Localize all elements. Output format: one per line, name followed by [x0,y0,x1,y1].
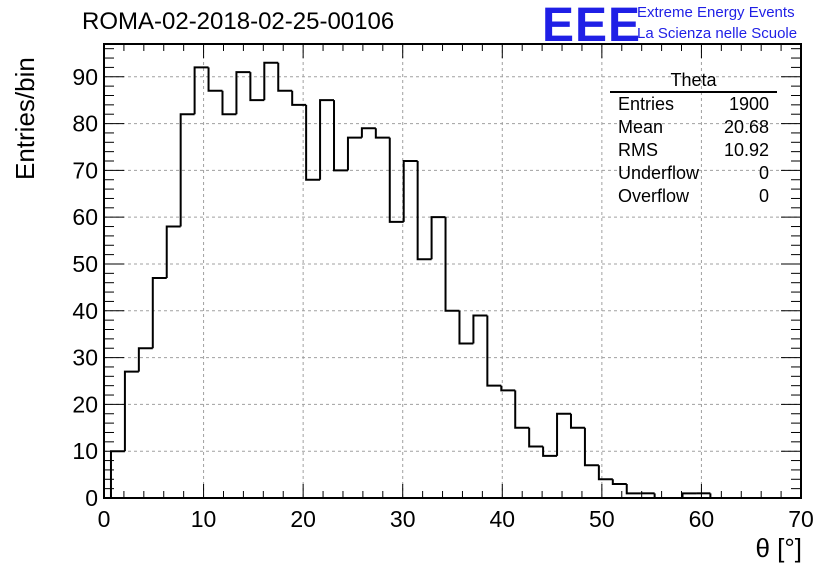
stats-label: Underflow [618,163,700,183]
stats-row: RMS 10.92 [610,139,777,162]
histogram-bin [319,99,335,180]
x-tick-label: 0 [98,506,111,532]
stats-row: Mean 20.68 [610,116,777,139]
axis-ticks [103,44,802,499]
histogram-bin [333,100,348,172]
x-tick-label: 40 [489,506,515,532]
histogram-bin [360,127,376,138]
axis-tick-labels: 0 10 20 30 40 50 60 70 0 10 20 30 40 50 60 70 80 90 [72,64,813,532]
x-tick-label: 60 [689,506,715,532]
histogram-bin [402,160,418,222]
histogram-bin [625,483,641,495]
histogram-series [109,61,725,499]
y-tick-label: 60 [72,204,98,230]
histogram-bin [458,310,474,345]
x-axis-label: θ [°] [755,533,802,563]
histogram-bin [430,216,446,260]
histogram-bin [681,492,697,498]
stats-value: 0 [758,186,769,206]
histogram-bin [514,390,530,429]
y-axis-label: Entries/bin [10,57,40,180]
y-tick-label: 40 [72,298,98,324]
histogram-bin [291,90,307,106]
stats-row: Overflow 0 [610,185,777,208]
histogram-bin [235,71,251,115]
y-tick-label: 10 [72,438,98,464]
histogram-bin [137,347,153,372]
histogram-bin [193,66,209,115]
x-tick-label: 20 [290,506,316,532]
histogram-bin [305,104,321,181]
stats-label: Overflow [618,186,690,206]
plot-frame [103,43,802,499]
histogram-bin [542,446,558,457]
stats-row: Entries 1900 [610,93,777,116]
x-tick-label: 10 [191,506,217,532]
histogram-bin [500,385,516,392]
stats-row: Underflow 0 [610,162,777,185]
chart-title: ROMA-02-2018-02-25-00106 [82,8,395,35]
histogram-bin [249,72,265,102]
logo-line-1: Extreme Energy Events [637,4,795,21]
y-tick-label: 50 [72,251,98,277]
stats-label: Mean [618,117,664,137]
y-tick-label: 30 [72,345,98,371]
y-tick-label: 90 [72,64,98,90]
x-tick-label: 30 [390,506,416,532]
stats-value: 0 [758,163,769,183]
histogram-bin [583,427,599,467]
y-tick-label: 80 [72,111,98,137]
histogram-bin [263,61,279,101]
histogram-bin [611,479,627,485]
histogram-bin [486,315,502,387]
histogram-bin [277,62,293,92]
histogram-bin [472,314,488,344]
stats-title: Theta [610,70,777,93]
histogram-bin [416,161,432,261]
x-tick-label: 70 [788,506,814,532]
y-tick-label: 70 [72,157,98,183]
histogram-bin [556,412,571,456]
histogram-bin [374,128,390,139]
stats-label: RMS [618,140,658,160]
eee-logo: EEE [542,0,642,52]
histogram-bin [597,465,613,481]
histogram-bin [444,217,460,312]
stats-label: Entries [618,94,675,114]
stats-value: 20.68 [723,117,769,137]
histogram-bin [207,67,223,92]
histogram-bin [109,450,125,498]
histogram-bin [123,370,139,452]
histogram-bin [388,137,404,223]
logo-line-2: La Scienza nelle Scuole [637,25,798,42]
histogram-bin [569,413,585,429]
stats-value: 10.92 [723,140,769,160]
histogram-bin [179,113,195,227]
histogram-bin [346,136,362,171]
histogram-bin [221,90,237,116]
stats-value: 1900 [728,94,769,114]
histogram-bin [165,225,181,279]
y-axis-label-wrap: Entries/bin [8,57,40,190]
x-tick-label: 50 [589,506,615,532]
histogram-bin [528,427,544,448]
y-tick-label: 20 [72,391,98,417]
y-tick-label: 0 [85,485,98,511]
histogram-bin [151,277,167,349]
stats-box: Theta Entries 1900 Mean 20.68 RMS 10.92 … [610,70,777,208]
